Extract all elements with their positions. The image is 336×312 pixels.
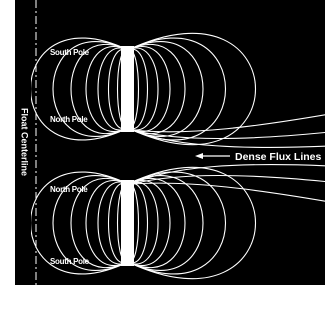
pole-label: North Pole	[50, 185, 88, 194]
callout-label: Dense Flux Lines	[235, 151, 322, 163]
diagram: Float Centerline South Pole North Pole N…	[0, 0, 336, 312]
magnet	[121, 46, 134, 132]
magnet	[121, 180, 134, 266]
centerline-label: Float Centerline	[20, 108, 30, 176]
pole-label: North Pole	[50, 115, 88, 124]
pole-label: South Pole	[50, 48, 90, 57]
pole-label: South Pole	[50, 257, 90, 266]
